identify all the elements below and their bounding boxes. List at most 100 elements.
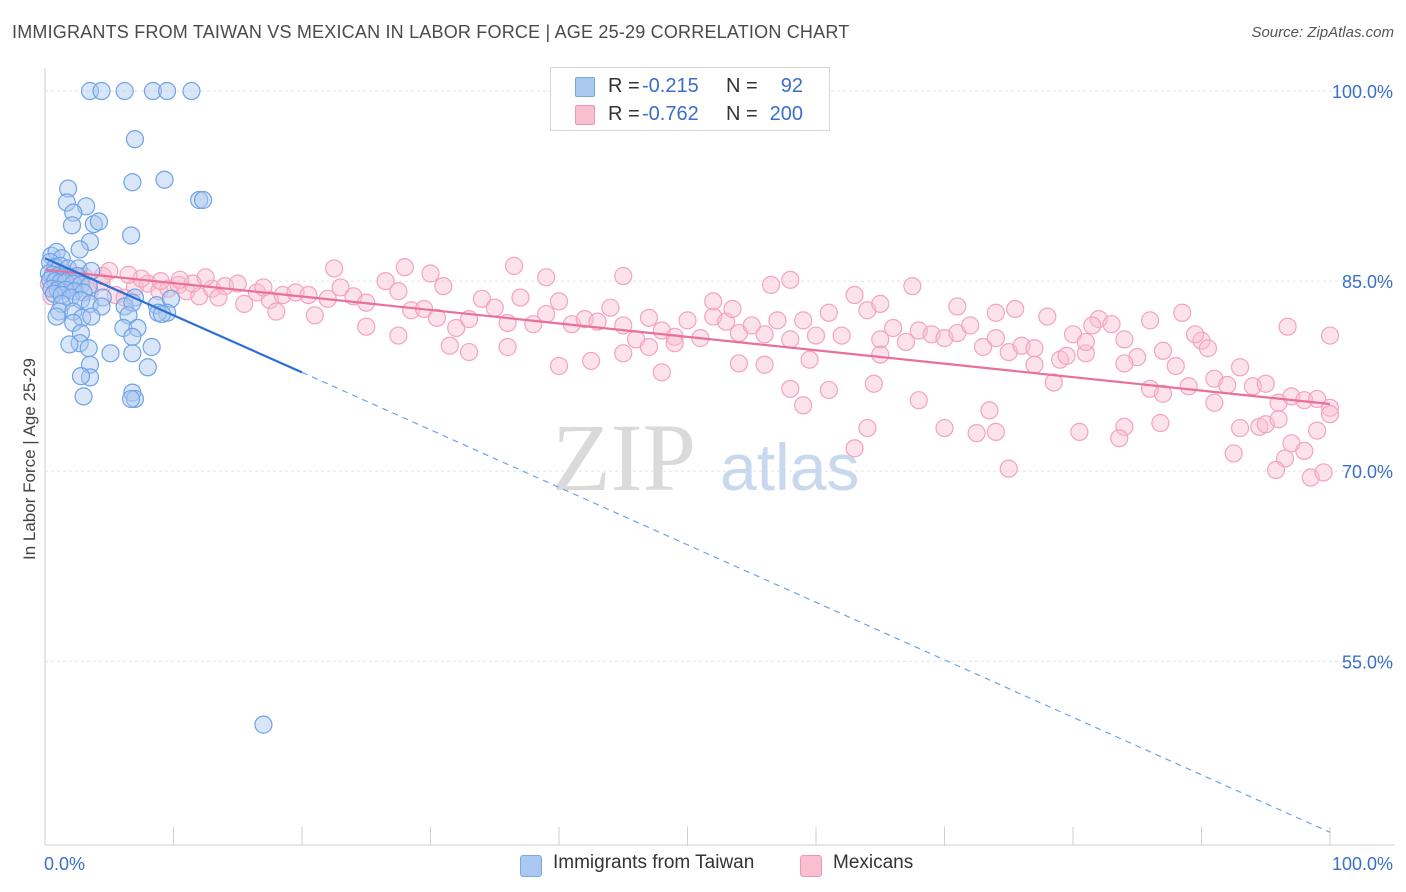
- trend-lines: [44, 257, 1331, 833]
- watermark-atlas: atlas: [720, 430, 859, 504]
- data-point-taiwan: [71, 367, 91, 386]
- data-point-mexicans: [1025, 339, 1044, 358]
- data-point-mexicans: [755, 355, 774, 374]
- data-point-mexicans: [395, 258, 414, 277]
- data-point-mexicans: [1230, 358, 1250, 377]
- data-point-taiwan: [123, 344, 142, 363]
- data-point-taiwan: [155, 170, 174, 189]
- data-point-mexicans: [819, 380, 838, 400]
- stats-r-label: R =: [608, 103, 640, 125]
- source-label: Source: ZipAtlas.com: [1251, 24, 1394, 41]
- data-point-mexicans: [1320, 326, 1340, 345]
- data-point-mexicans: [806, 326, 826, 345]
- data-point-mexicans: [845, 285, 864, 305]
- x-tick-label: 100.0%: [1332, 854, 1393, 874]
- data-point-mexicans: [1266, 460, 1286, 480]
- data-point-mexicans: [549, 292, 569, 311]
- data-point-mexicans: [601, 298, 620, 317]
- data-point-taiwan: [82, 307, 101, 326]
- data-point-mexicans: [1044, 373, 1063, 392]
- data-point-mexicans: [781, 379, 800, 398]
- legend-swatch-taiwan: [520, 855, 542, 877]
- data-point-mexicans: [537, 304, 556, 324]
- data-point-mexicans: [742, 316, 761, 335]
- y-tick-label: 85.0%: [1342, 272, 1393, 292]
- data-point-taiwan: [190, 190, 209, 210]
- data-point-taiwan: [254, 715, 273, 734]
- data-point-mexicans: [1230, 418, 1250, 438]
- stats-swatch-taiwan: [575, 77, 595, 97]
- data-point-mexicans: [1269, 410, 1288, 429]
- data-point-mexicans: [678, 311, 697, 330]
- data-point-mexicans: [909, 391, 928, 410]
- data-point-mexicans: [1115, 354, 1134, 373]
- data-point-taiwan: [47, 307, 66, 326]
- data-point-mexicans: [1151, 413, 1170, 433]
- data-point-taiwan: [161, 289, 181, 308]
- data-point-mexicans: [1057, 346, 1076, 365]
- data-point-mexicans: [768, 311, 787, 330]
- data-point-mexicans: [1185, 325, 1205, 344]
- data-point-mexicans: [1224, 444, 1243, 463]
- data-point-mexicans: [781, 330, 800, 349]
- data-point-mexicans: [267, 302, 286, 321]
- data-point-mexicans: [986, 329, 1006, 348]
- data-point-mexicans: [299, 285, 318, 305]
- data-point-taiwan: [79, 339, 98, 358]
- data-point-taiwan: [125, 130, 145, 149]
- data-point-mexicans: [652, 363, 671, 382]
- data-point-mexicans: [1115, 417, 1134, 436]
- data-point-taiwan: [70, 240, 89, 259]
- data-point-mexicans: [402, 301, 421, 320]
- data-point-mexicans: [858, 418, 877, 438]
- data-point-mexicans: [883, 318, 903, 338]
- data-point-mexicans: [228, 274, 247, 293]
- data-point-mexicans: [948, 297, 967, 316]
- trend-line-mexicans: [44, 268, 1331, 406]
- data-point-mexicans: [961, 316, 980, 335]
- data-point-taiwan: [92, 81, 111, 101]
- data-point-mexicans: [980, 401, 999, 420]
- data-point-mexicans: [639, 337, 659, 357]
- data-point-mexicans: [357, 317, 376, 336]
- stats-row-mexicans: R = -0.762 N = 200: [551, 101, 829, 129]
- data-point-mexicans: [1038, 307, 1057, 326]
- data-point-mexicans: [459, 342, 479, 362]
- data-point-taiwan: [182, 81, 201, 101]
- data-point-mexicans: [421, 264, 440, 283]
- stats-row-taiwan: R = -0.215 N = 92: [551, 73, 829, 101]
- data-point-mexicans: [511, 288, 530, 307]
- data-point-taiwan: [50, 302, 69, 321]
- data-point-mexicans: [235, 294, 254, 313]
- stats-r-value: -0.215: [642, 75, 699, 97]
- data-point-mexicans: [639, 308, 659, 327]
- data-point-taiwan: [42, 279, 61, 298]
- data-point-mexicans: [427, 308, 447, 327]
- data-point-mexicans: [1006, 299, 1025, 319]
- data-point-mexicans: [1205, 393, 1224, 412]
- data-point-mexicans: [209, 288, 228, 307]
- data-point-mexicans: [723, 299, 742, 319]
- data-point-taiwan: [64, 313, 83, 333]
- y-tick-label: 70.0%: [1342, 462, 1393, 482]
- data-point-taiwan: [80, 232, 100, 251]
- data-point-mexicans: [665, 334, 684, 353]
- y-tick-label: 100.0%: [1332, 82, 1393, 102]
- data-point-mexicans: [755, 325, 774, 344]
- data-point-mexicans: [1198, 339, 1218, 358]
- data-point-mexicans: [1278, 317, 1297, 336]
- data-point-mexicans: [871, 330, 890, 349]
- data-point-mexicans: [447, 318, 466, 338]
- data-point-mexicans: [472, 289, 491, 308]
- mexicans-points: [39, 256, 1340, 487]
- x-tick-label: 0.0%: [44, 854, 85, 874]
- data-point-mexicans: [967, 424, 986, 443]
- data-point-mexicans: [485, 298, 504, 317]
- data-point-mexicans: [999, 459, 1018, 478]
- stats-n-label: N =: [726, 75, 758, 97]
- data-point-mexicans: [305, 306, 324, 325]
- data-point-taiwan: [142, 337, 161, 357]
- data-point-mexicans: [1025, 355, 1044, 374]
- data-point-mexicans: [896, 332, 916, 352]
- data-point-taiwan: [143, 81, 163, 101]
